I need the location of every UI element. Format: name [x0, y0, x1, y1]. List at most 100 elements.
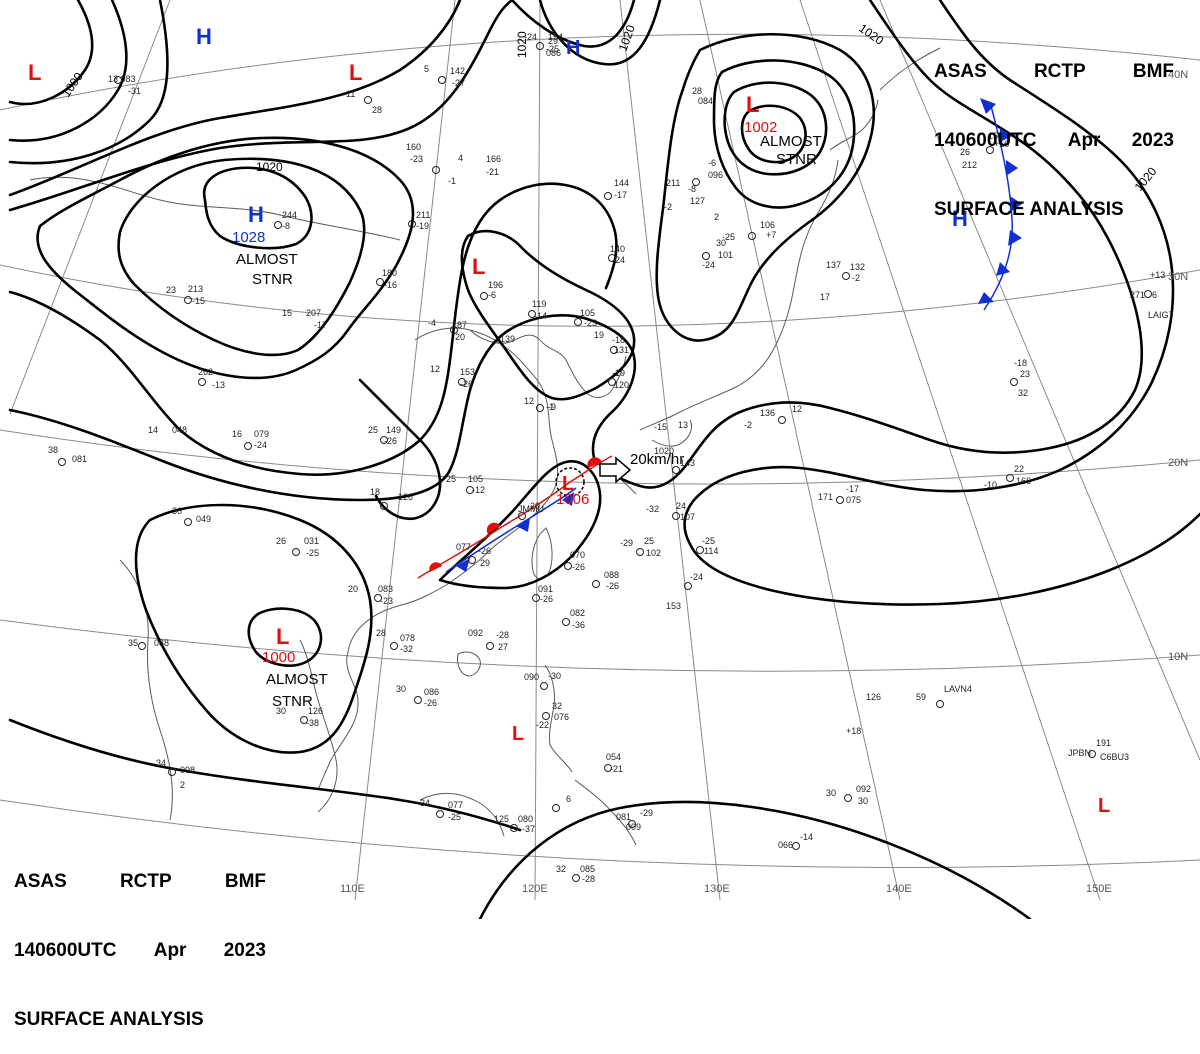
coast-hokkaido	[829, 99, 879, 151]
station-value: -14	[800, 832, 813, 842]
station-value: -32	[646, 504, 659, 514]
station-value: -22	[536, 720, 549, 730]
pacific-triangle-4	[1010, 196, 1022, 212]
station-value: 154	[548, 32, 563, 42]
isobar-pacific-south	[688, 512, 1200, 606]
low-note-japan-1: ALMOST	[760, 133, 822, 150]
station-value: 27	[498, 642, 508, 652]
station-circle	[696, 546, 704, 554]
high-symbol-north: H	[196, 24, 212, 49]
station-circle	[292, 548, 300, 556]
coast-kyushu	[651, 419, 693, 447]
station-circle	[1144, 290, 1152, 298]
station-value: 12	[524, 396, 534, 406]
high-symbol-north-2: H	[566, 37, 580, 59]
cold-front-triangle-1	[456, 558, 470, 572]
station-value: 34	[156, 758, 166, 768]
footer-title: SURFACE ANALYSIS	[14, 1009, 204, 1030]
station-value: -17	[314, 320, 327, 330]
low-value-southwest: 1000	[262, 649, 295, 666]
isobar-1028-inner	[202, 166, 313, 250]
isobar-sw-low-inner	[247, 607, 323, 667]
high-symbol-china: H	[248, 202, 264, 227]
station-value: 081	[616, 812, 631, 822]
station-value: 078	[400, 633, 415, 643]
station-value: 120	[614, 380, 629, 390]
footer-row-1: ASAS RCTP BMF	[14, 870, 266, 893]
header-row-1: ASAS RCTP BMF	[934, 60, 1174, 83]
isobar-taiwan-low	[438, 460, 602, 590]
coast-sea-of-okhotsk	[879, 47, 941, 91]
meridian-140e	[699, 0, 901, 901]
coast-hainan	[457, 651, 481, 677]
station-value: -21	[610, 764, 623, 774]
station-value: 166	[1016, 476, 1031, 486]
station-circle	[58, 458, 66, 466]
header-time: 140600UTC	[934, 130, 1037, 151]
station-value: 096	[708, 170, 723, 180]
station-value: 070	[570, 550, 585, 560]
station-value: -8	[282, 221, 290, 231]
station-circle	[480, 292, 488, 300]
station-circle	[608, 254, 616, 262]
station-value: 23	[1020, 369, 1030, 379]
station-value: 149	[386, 425, 401, 435]
station-circle	[436, 810, 444, 818]
station-value: 26	[276, 536, 286, 546]
station-value: 32	[1018, 388, 1028, 398]
station-value: 32	[556, 864, 566, 874]
high-note-china-2: STNR	[252, 271, 293, 288]
station-circle	[542, 712, 550, 720]
station-value: -25	[448, 812, 461, 822]
station-circle	[986, 146, 994, 154]
isobar-japan-sea-core	[740, 104, 807, 164]
header-title: SURFACE ANALYSIS	[934, 199, 1124, 220]
station-value: 2	[714, 212, 719, 222]
station-circle	[466, 486, 474, 494]
station-value: 077	[456, 542, 471, 552]
station-value: 271	[1130, 290, 1145, 300]
low-symbol-japan-sea: L	[746, 92, 759, 117]
station-circle	[390, 642, 398, 650]
station-circle	[432, 166, 440, 174]
station-value: 101	[718, 250, 733, 260]
station-value: 30	[276, 706, 286, 716]
station-value: 4	[458, 153, 463, 163]
meridian-160e	[879, 0, 1200, 761]
station-value: 090	[524, 672, 539, 682]
station-circle	[536, 404, 544, 412]
station-value: -13	[212, 380, 225, 390]
station-value: -26	[424, 698, 437, 708]
isobar-north-belt	[8, 0, 514, 212]
station-value: 25	[446, 474, 456, 484]
station-value: 2	[0, 0, 5, 2]
station-circle	[608, 378, 616, 386]
station-value: -36	[572, 620, 585, 630]
station-circle	[540, 682, 548, 690]
station-value: 153	[460, 367, 475, 377]
station-value: 126	[308, 706, 323, 716]
station-value: 085	[580, 864, 595, 874]
station-circle	[528, 310, 536, 318]
station-value: 187	[452, 320, 467, 330]
station-circle	[510, 824, 518, 832]
station-circle	[376, 278, 384, 286]
station-value: 127	[690, 196, 705, 206]
station-value: 171	[818, 492, 833, 502]
station-circle	[184, 518, 192, 526]
header-issuer: BMF	[1132, 61, 1174, 82]
station-value: 25	[644, 536, 654, 546]
station-value: -26	[478, 546, 491, 556]
low-symbol-nw: L	[28, 60, 41, 85]
station-circle	[486, 642, 494, 650]
lon-label-120e: 120E	[522, 883, 548, 895]
station-value: -26	[606, 581, 619, 591]
isobar-nw-1	[8, 0, 94, 106]
chart-header-top: ASAS RCTP BMF 140600UTC Apr 2023 SURFACE…	[934, 14, 1174, 244]
warm-front-semicircle-1	[429, 562, 442, 572]
station-value: 092	[856, 784, 871, 794]
low-symbol-pacific-south: L	[1098, 795, 1110, 817]
station-value: 066	[778, 840, 793, 850]
station-value: -14	[534, 311, 547, 321]
station-value: -1	[448, 176, 456, 186]
